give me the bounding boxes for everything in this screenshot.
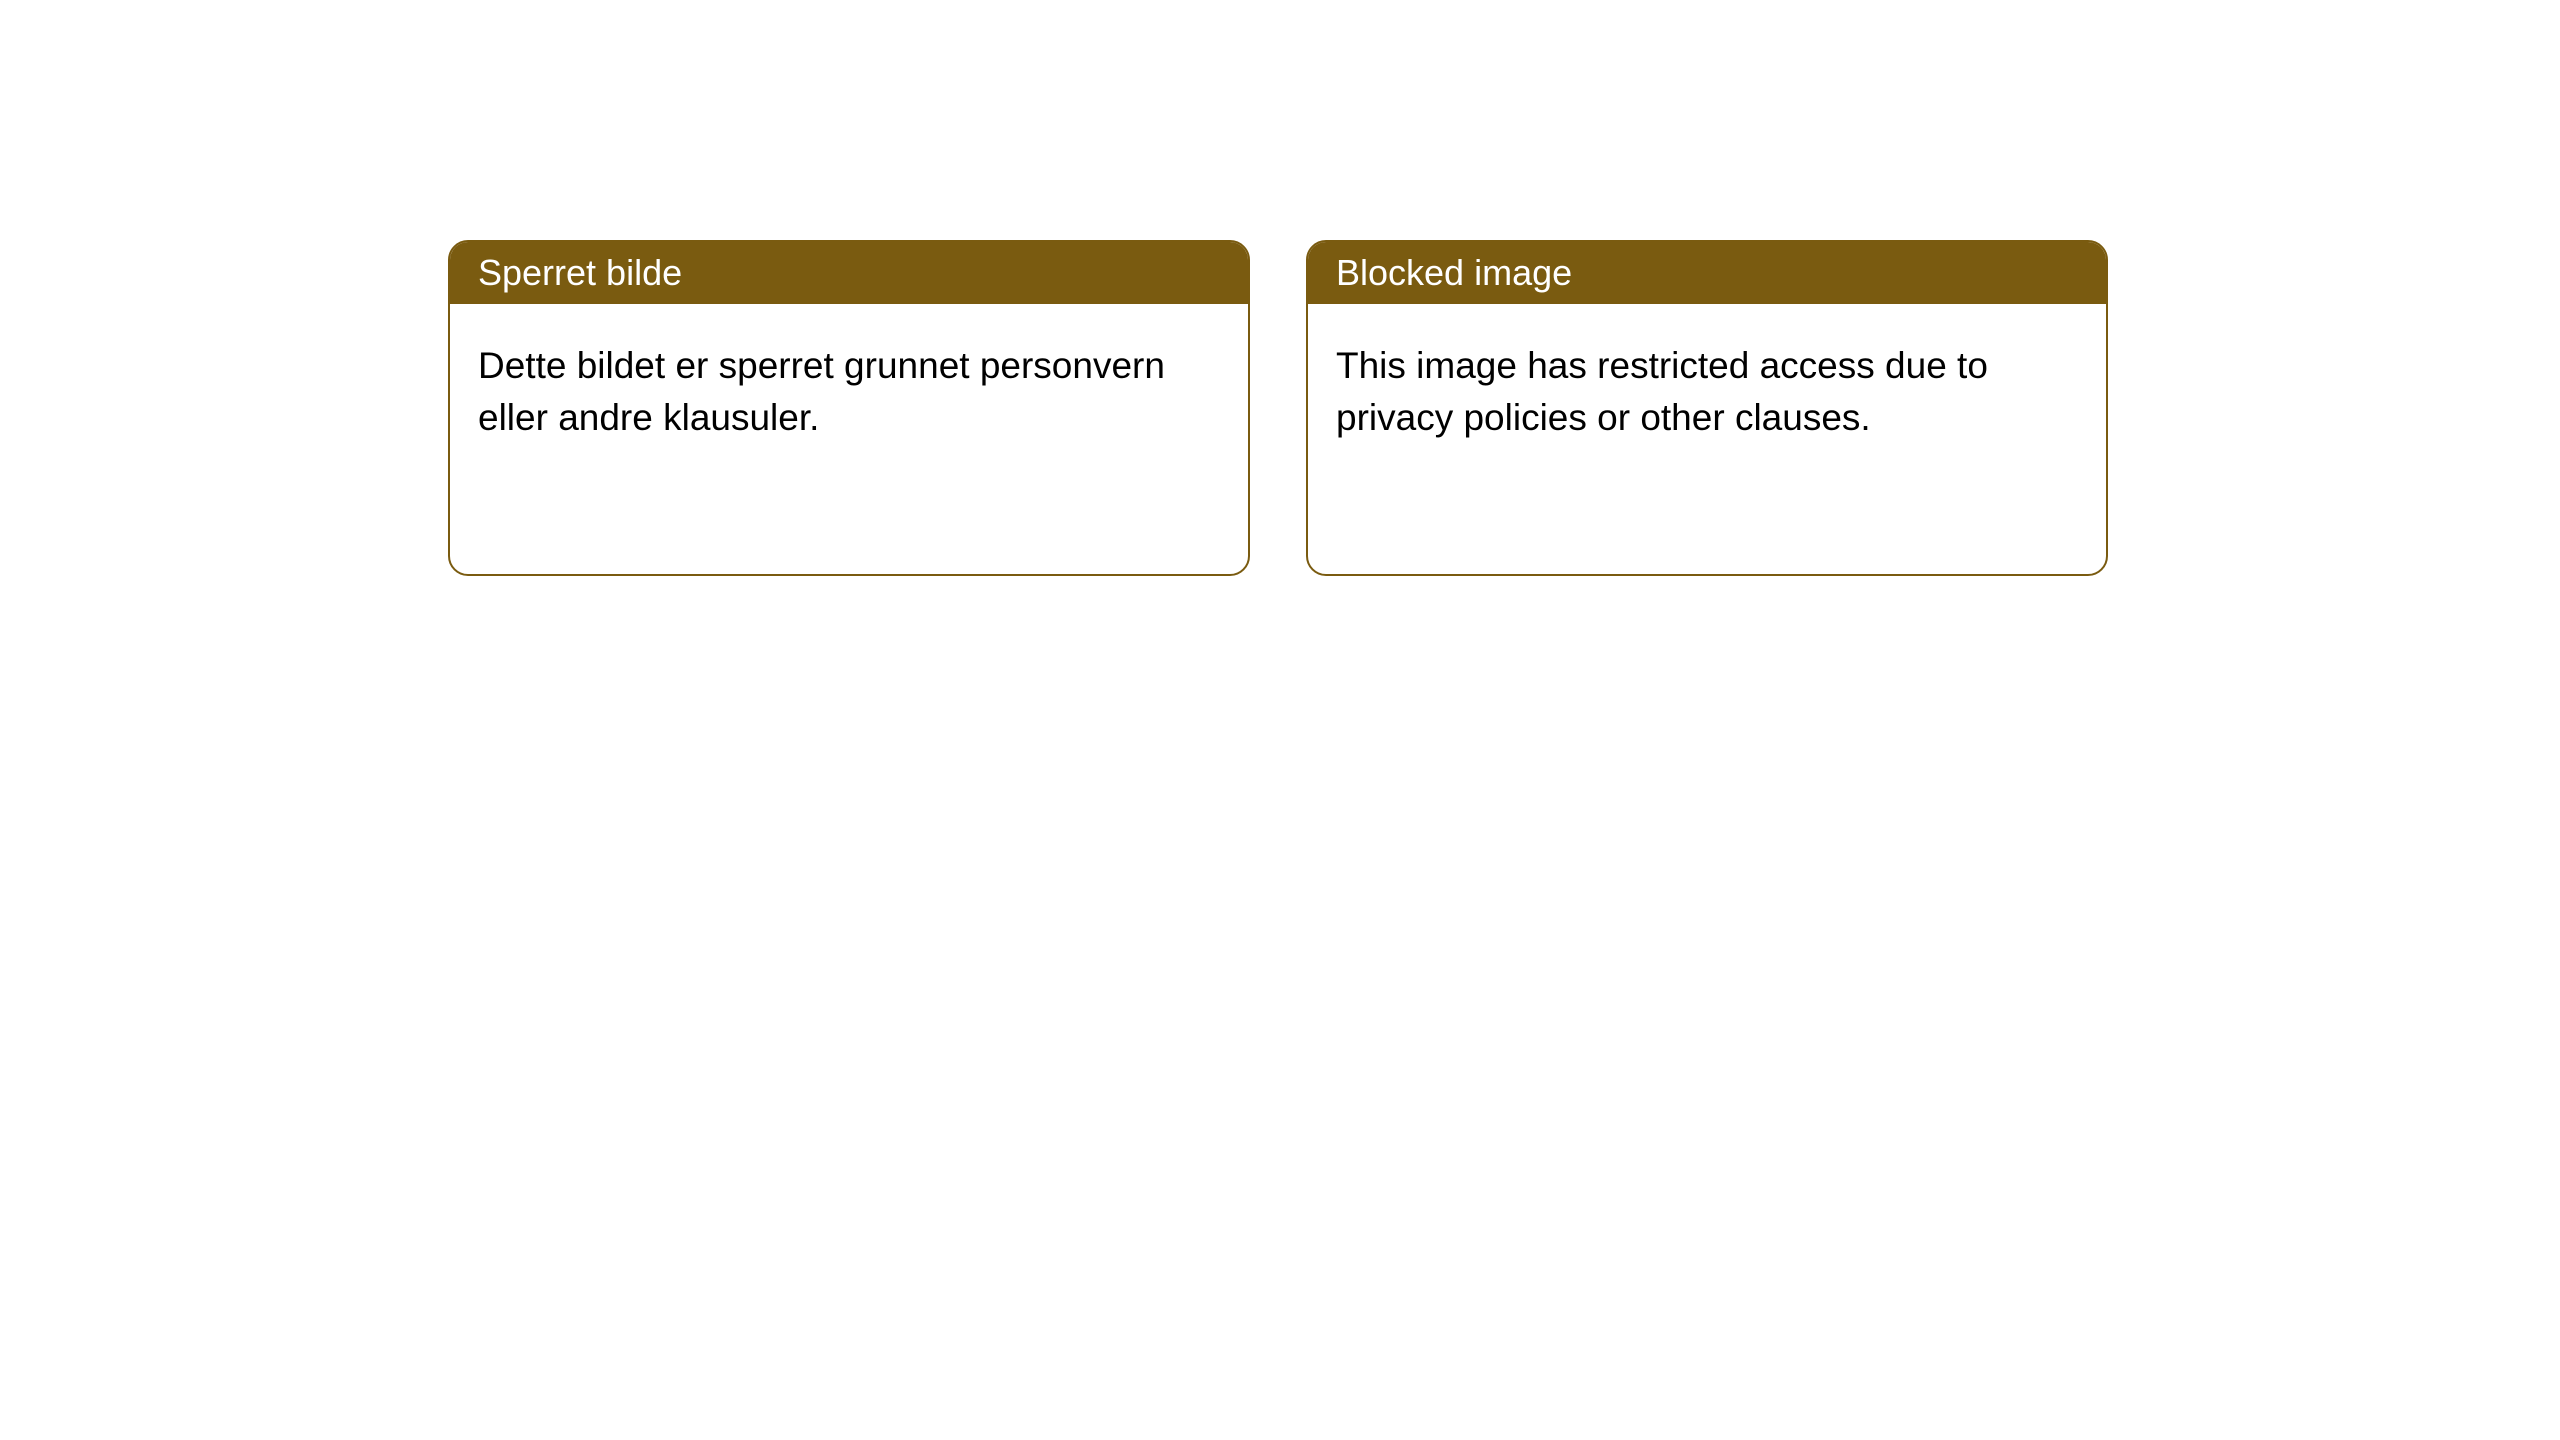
notice-card-norwegian: Sperret bilde Dette bildet er sperret gr…: [448, 240, 1250, 576]
notice-card-english: Blocked image This image has restricted …: [1306, 240, 2108, 576]
notice-card-header: Sperret bilde: [450, 242, 1248, 304]
notice-card-body: Dette bildet er sperret grunnet personve…: [450, 304, 1248, 574]
notice-card-header: Blocked image: [1308, 242, 2106, 304]
canvas: Sperret bilde Dette bildet er sperret gr…: [0, 0, 2560, 1440]
notice-card-row: Sperret bilde Dette bildet er sperret gr…: [448, 240, 2108, 576]
notice-card-body: This image has restricted access due to …: [1308, 304, 2106, 574]
